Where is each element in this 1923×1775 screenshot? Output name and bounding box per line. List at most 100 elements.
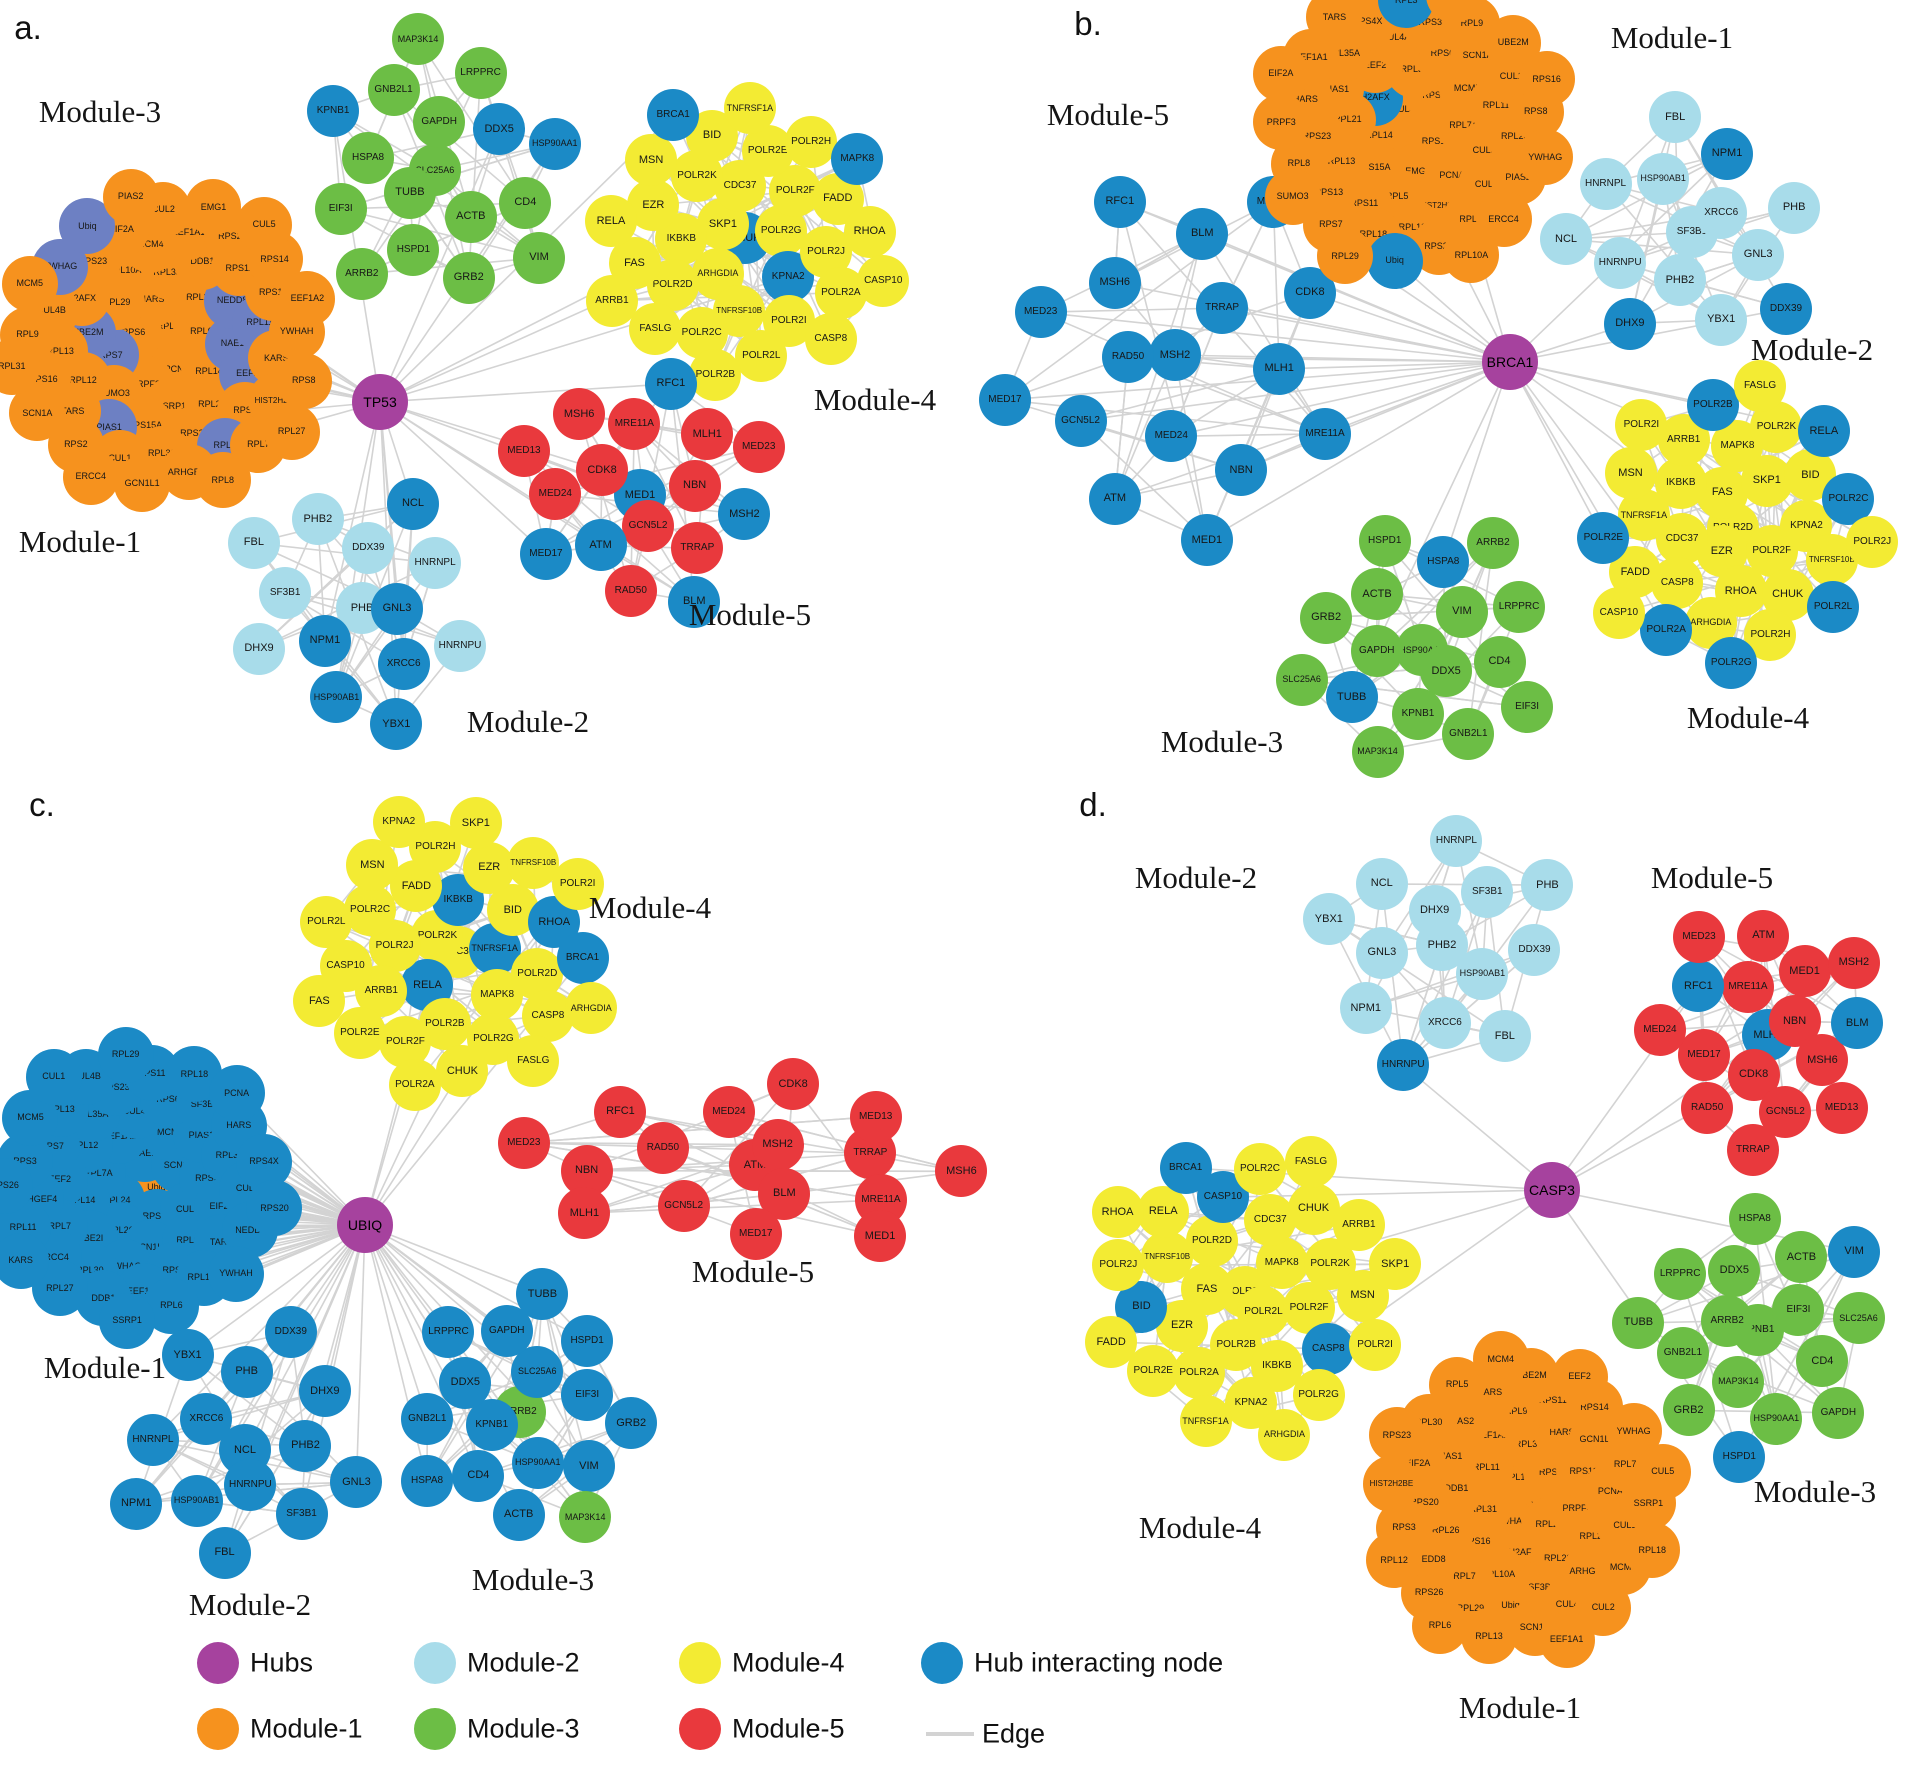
network-node-hsp90ab1: HSP90AB1 — [170, 1474, 223, 1527]
network-node-rfc1: RFC1 — [644, 357, 697, 410]
network-node-rps16: RPS16 — [1518, 51, 1575, 107]
network-node-rpl13: RPL13 — [1460, 1608, 1517, 1664]
network-node-arrb1: ARRB1 — [1332, 1198, 1385, 1251]
network-node-mlh1: MLH1 — [1253, 342, 1306, 395]
network-node-rad50: RAD50 — [604, 564, 657, 617]
network-node-npm1: NPM1 — [110, 1477, 163, 1530]
network-node-vim: VIM — [1435, 585, 1488, 638]
network-node-polr2b: POLR2B — [1686, 378, 1739, 431]
network-node-phb: PHB — [220, 1345, 273, 1398]
network-node-rhoa: RHOA — [843, 205, 896, 258]
network-node-rpl27: RPL27 — [31, 1260, 88, 1317]
network-node-dhx9: DHX9 — [1603, 297, 1656, 350]
network-node-brca1: BRCA1 — [1159, 1141, 1212, 1194]
network-node-grb2: GRB2 — [1662, 1384, 1715, 1437]
network-node-rfc1: RFC1 — [1672, 960, 1725, 1013]
network-node-rhoa: RHOA — [1091, 1186, 1144, 1239]
network-node-ybx1: YBX1 — [1695, 293, 1748, 346]
edge-line — [1565, 238, 1722, 321]
edge-line — [1365, 840, 1458, 1009]
network-node-hsp90ab1: HSP90AB1 — [1456, 947, 1509, 1000]
network-node-arrb2: ARRB2 — [335, 248, 388, 301]
edge-line — [1004, 399, 1242, 472]
network-node-casp10: CASP10 — [1592, 587, 1645, 640]
network-node-gnb2l1: GNB2L1 — [1656, 1326, 1709, 1379]
network-node-eef1a2: EEF1A2 — [279, 270, 336, 327]
network-node-msh2: MSH2 — [718, 488, 771, 541]
network-node-ddx5: DDX5 — [439, 1356, 492, 1409]
hub-node-casp3: CASP3 — [1524, 1162, 1580, 1218]
network-node-atm: ATM — [1737, 909, 1790, 962]
network-node-grb2: GRB2 — [605, 1397, 658, 1450]
network-node-tars: TARS — [1306, 0, 1363, 46]
network-node-msh6: MSH6 — [553, 388, 606, 441]
network-node-hnrnpu: HNRNPU — [224, 1458, 277, 1511]
network-node-faslg: FASLG — [1285, 1136, 1338, 1189]
network-node-rpl8: RPL8 — [194, 452, 251, 509]
network-node-map3k14: MAP3K14 — [1712, 1355, 1765, 1408]
network-node-gnl3: GNL3 — [370, 582, 423, 635]
network-node-ywhah: YWHAH — [208, 1245, 265, 1302]
network-node-med1: MED1 — [1778, 945, 1831, 998]
network-node-npm1: NPM1 — [1339, 982, 1392, 1035]
network-node-hspd1: HSPD1 — [1358, 514, 1411, 567]
network-node-map3k14: MAP3K14 — [392, 13, 445, 66]
network-node-tnfrsf1a: TNFRSF1A — [723, 82, 776, 135]
network-node-polr2l: POLR2L — [1807, 580, 1860, 633]
network-node-slc25a6: SLC25A6 — [1832, 1292, 1885, 1345]
network-node-blm: BLM — [1831, 997, 1884, 1050]
network-node-skp1: SKP1 — [1369, 1238, 1422, 1291]
network-node-ncl: NCL — [386, 477, 439, 530]
network-node-ssrp1: SSRP1 — [99, 1292, 156, 1349]
network-node-gapdh: GAPDH — [1350, 625, 1403, 678]
network-node-polr2d: POLR2D — [1185, 1215, 1238, 1268]
network-node-arrb2: ARRB2 — [1466, 517, 1519, 570]
network-node-polr2c: POLR2C — [1233, 1143, 1286, 1196]
network-node-med24: MED24 — [529, 468, 582, 521]
network-node-rpl10a: RPL10A — [1443, 227, 1500, 284]
network-node-tnfrsf10b: TNFRSF10B — [1141, 1230, 1194, 1283]
network-node-npm1: NPM1 — [298, 614, 351, 667]
network-node-rpl27: RPL27 — [263, 403, 320, 460]
network-node-rpl12: RPL12 — [1366, 1532, 1423, 1589]
network-node-polr2e: POLR2E — [1127, 1344, 1180, 1397]
network-node-eif2a: EIF2A — [1252, 45, 1309, 102]
edge-line — [1328, 918, 1506, 1037]
network-node-blm: BLM — [668, 575, 721, 628]
network-node-map3k14: MAP3K14 — [559, 1491, 612, 1544]
network-node-phb: PHB — [1768, 181, 1821, 234]
network-node-hspa8: HSPA8 — [401, 1455, 454, 1508]
edge-line — [586, 1169, 881, 1237]
network-node-atm: ATM — [1088, 472, 1141, 525]
edge-line — [1201, 233, 1326, 435]
network-node-hsp90aa1: HSP90AA1 — [1750, 1392, 1803, 1445]
network-node-trrap: TRRAP — [1726, 1124, 1779, 1177]
network-node-ybx1: YBX1 — [161, 1329, 214, 1382]
network-node-phb2: PHB2 — [291, 493, 344, 546]
network-node-ybx1: YBX1 — [1302, 893, 1355, 946]
edge-line — [379, 401, 547, 555]
network-node-actb: ACTB — [444, 190, 497, 243]
edge-line — [394, 945, 549, 1017]
edge-line — [545, 485, 695, 555]
network-node-msn: MSN — [1604, 447, 1657, 500]
edge-line — [1698, 936, 1858, 1024]
network-node-med17: MED17 — [978, 373, 1031, 426]
edge-line — [584, 1199, 881, 1214]
network-node-hsp90ab1: HSP90AB1 — [310, 671, 363, 723]
network-node-polr2a: POLR2A — [1173, 1347, 1226, 1400]
network-node-ncl: NCL — [1540, 213, 1593, 266]
network-node-polr2a: POLR2A — [388, 1059, 441, 1112]
network-node-rad50: RAD50 — [636, 1121, 689, 1174]
network-node-polr2c: POLR2C — [1822, 472, 1875, 525]
network-node-polr2e: POLR2E — [333, 1007, 386, 1060]
network-node-gnb2l1: GNB2L1 — [401, 1392, 454, 1445]
network-node-rpl18: RPL18 — [1624, 1522, 1681, 1579]
network-node-npm1: NPM1 — [1701, 127, 1754, 180]
network-node-map3k14: MAP3K14 — [1351, 725, 1404, 778]
edge-line — [223, 1391, 326, 1554]
network-node-faslg: FASLG — [507, 1035, 560, 1088]
edge-line — [523, 1115, 876, 1144]
network-node-xrcc6: XRCC6 — [1695, 186, 1748, 239]
network-node-gnl3: GNL3 — [330, 1456, 383, 1509]
